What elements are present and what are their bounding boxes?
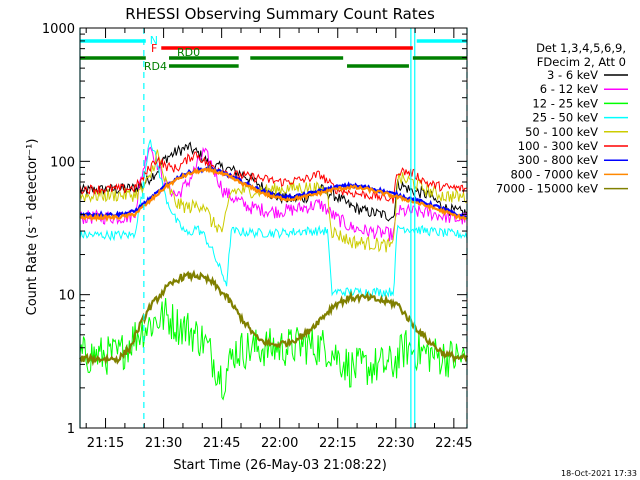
series-line xyxy=(79,166,467,223)
chart-title: RHESSI Observing Summary Count Rates xyxy=(125,5,435,23)
series-line xyxy=(79,297,468,401)
legend-item-label: 3 - 6 keV xyxy=(547,68,598,82)
legend-item-label: 25 - 50 keV xyxy=(532,111,598,125)
legend-item-label: 300 - 800 keV xyxy=(518,153,598,167)
x-tick-label: 21:15 xyxy=(87,436,124,451)
legend: Det 1,3,4,5,6,9, FDecim 2, Att 0 3 - 6 k… xyxy=(496,41,628,196)
x-tick-label: 22:00 xyxy=(261,436,298,451)
x-tick-label: 22:30 xyxy=(377,436,414,451)
plot-frame xyxy=(79,27,468,429)
status-bar-label: RD0 xyxy=(177,46,200,59)
legend-header-line-2: FDecim 2, Att 0 xyxy=(537,55,626,69)
status-bar-label: F xyxy=(151,42,157,55)
x-tick-label: 21:45 xyxy=(203,436,240,451)
date-stamp: 18-Oct-2021 17:33 xyxy=(561,469,637,478)
status-bar-label: N xyxy=(150,34,158,47)
legend-item-label: 100 - 300 keV xyxy=(518,139,598,153)
status-bar-label: RD4 xyxy=(144,60,167,73)
legend-item-label: 800 - 7000 keV xyxy=(510,167,598,181)
legend-item-label: 7000 - 15000 keV xyxy=(496,182,598,196)
y-tick-label: 1000 xyxy=(42,22,75,37)
y-tick-label: 1 xyxy=(67,422,75,437)
y-axis-label: Count Rate (s⁻¹ detector⁻¹) xyxy=(25,139,40,316)
series-line xyxy=(79,269,469,367)
series-line xyxy=(79,139,468,298)
legend-item-label: 12 - 25 keV xyxy=(532,96,598,110)
series-line xyxy=(79,146,468,242)
legend-item-label: 50 - 100 keV xyxy=(525,125,598,139)
legend-item-label: 6 - 12 keV xyxy=(540,82,598,96)
x-tick-label: 21:30 xyxy=(145,436,182,451)
y-tick-label: 10 xyxy=(58,289,75,304)
x-axis-label: Start Time (26-May-03 21:08:22) xyxy=(173,458,387,473)
series-line xyxy=(79,149,468,253)
series-line xyxy=(79,151,468,204)
y-tick-label: 100 xyxy=(50,155,75,170)
x-tick-label: 22:15 xyxy=(319,436,356,451)
x-tick-label: 22:45 xyxy=(435,436,472,451)
legend-header-line-1: Det 1,3,4,5,6,9, xyxy=(536,41,626,55)
